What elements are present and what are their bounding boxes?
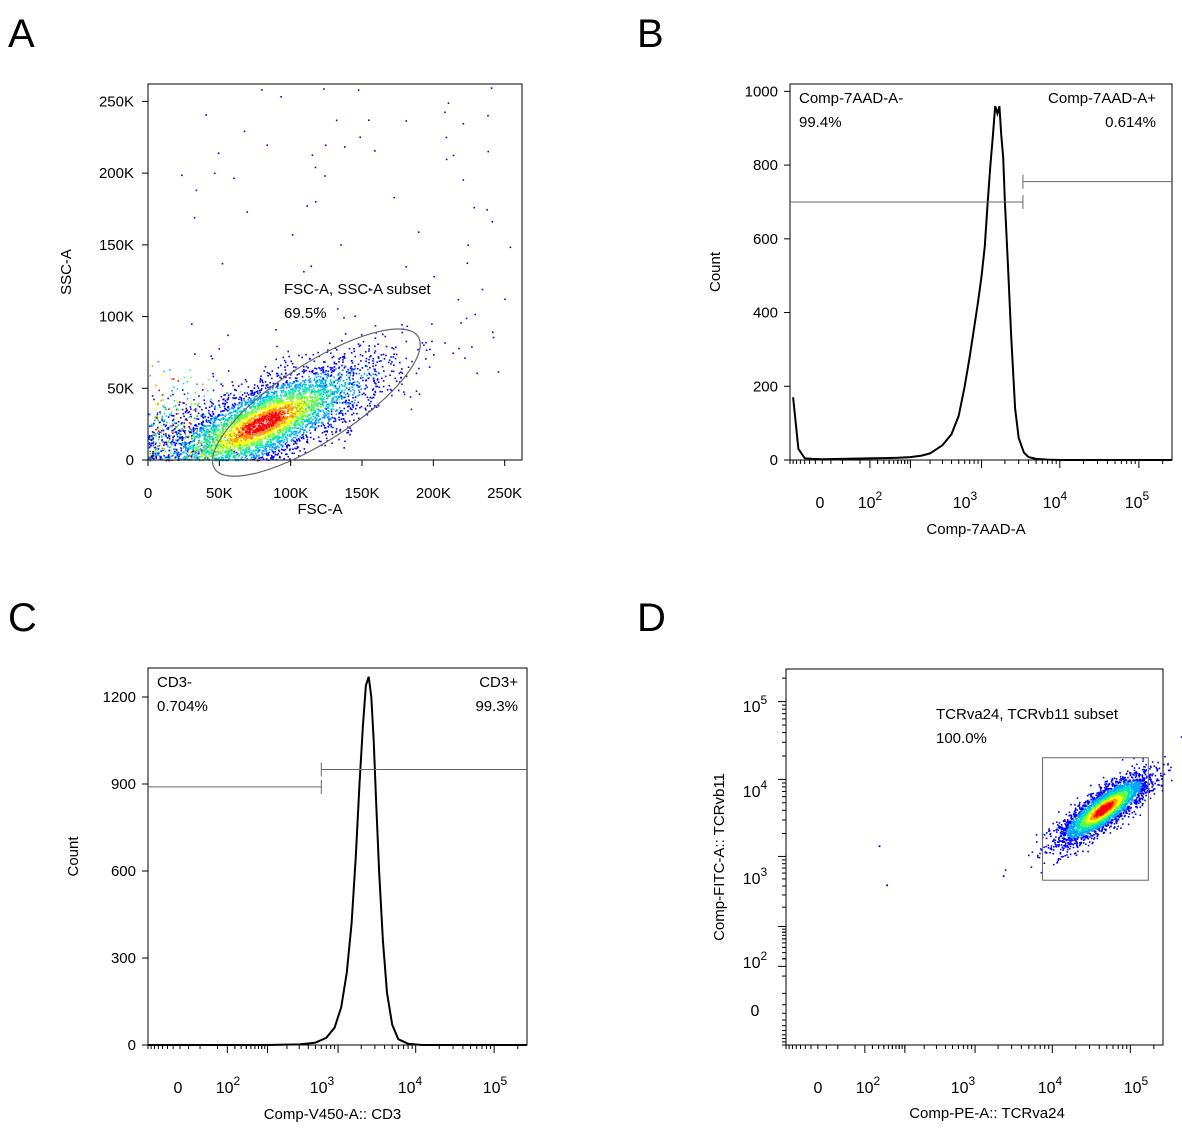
- panel-a-ytick-label: 0: [126, 452, 134, 469]
- panel-a-ytick-label: 100K: [99, 309, 134, 326]
- panel-c-xtick-label: 104: [398, 1074, 423, 1097]
- panel-d-ytick-label: 102: [743, 949, 768, 972]
- panel-c-ytick-label: 900: [111, 776, 136, 793]
- panel-c-ytick-label: 600: [111, 863, 136, 880]
- panel-b-ytick-label: 200: [753, 378, 778, 395]
- panel-b-gate-pos-name: Comp-7AAD-A+: [1048, 90, 1156, 107]
- panel-d-outlier: [886, 884, 888, 887]
- panel-a-ytick-label: 50K: [107, 380, 134, 397]
- panel-c-ylabel: Count: [65, 836, 82, 877]
- panel-c-frame: [147, 667, 528, 1046]
- panel-d-gate-name: TCRva24, TCRvb11 subset: [936, 706, 1119, 723]
- panel-c-xtick-label: 103: [310, 1074, 335, 1097]
- panel-d-outlier: [1002, 875, 1005, 878]
- panel-letter-a: A: [8, 12, 35, 56]
- panel-d-gate-percent: 100.0%: [936, 730, 987, 747]
- panel-d-xtick-label: 103: [951, 1074, 976, 1097]
- panel-a-gate-percent: 69.5%: [284, 305, 327, 322]
- panel-d-xtick-label: 104: [1038, 1074, 1063, 1097]
- panel-d-xtick-label: 102: [856, 1074, 881, 1097]
- panel-c-gate-neg-percent: 0.704%: [157, 698, 208, 715]
- panel-b-gate-neg-name: Comp-7AAD-A-: [799, 90, 903, 107]
- panel-c-plot: CD3- 0.704% CD3+ 99.3% 0 300 600 900 1200 0 102 103…: [65, 667, 528, 1123]
- panel-b-ytick-label: 1000: [745, 83, 778, 100]
- panel-letter-d: D: [637, 596, 666, 640]
- panel-a-xtick-label: 150K: [344, 485, 379, 502]
- panel-b-xlabel: Comp-7AAD-A: [926, 521, 1025, 538]
- panel-a-gate: [211, 328, 421, 477]
- panel-b-xtick-label: 103: [953, 489, 978, 512]
- panel-a-xtick-label: 200K: [416, 485, 451, 502]
- panel-b-xtick-label: 104: [1043, 489, 1068, 512]
- panel-a-frame: [147, 83, 523, 461]
- panel-c-histogram-line: [148, 676, 527, 1046]
- panel-d-minor-ticks: [778, 677, 1155, 1053]
- panel-c-gate-pos-name: CD3+: [479, 674, 518, 691]
- panel-d-frame: [785, 668, 1164, 1046]
- panel-d-ytick-label: 104: [743, 778, 768, 801]
- panel-c-ytick-label: 300: [111, 950, 136, 967]
- panel-b-ytick-label: 600: [753, 231, 778, 248]
- panel-c-ytick-label: 1200: [103, 689, 136, 706]
- panel-d-gate: [1042, 757, 1149, 881]
- panel-c-ytick-label: 0: [128, 1037, 136, 1054]
- panel-b-plot: Comp-7AAD-A- 99.4% Comp-7AAD-A+ 0.614% 0 200 4…: [707, 83, 1173, 538]
- panel-a-ytick-label: 150K: [99, 237, 134, 254]
- panel-c-xlabel: Comp-V450-A:: CD3: [264, 1106, 402, 1123]
- panel-c-xtick-label: 105: [483, 1074, 508, 1097]
- panel-b-minor-ticks: [789, 460, 1164, 468]
- panel-b-gate-pos-percent: 0.614%: [1105, 114, 1156, 131]
- panel-a-xtick-label: 250K: [487, 485, 522, 502]
- panel-a-events: [148, 87, 512, 462]
- panel-d-ytick-label: 103: [743, 865, 768, 888]
- panel-b-ytick-label: 800: [753, 157, 778, 174]
- panel-b-ylabel: Count: [707, 251, 724, 292]
- panel-d-xtick-label: 0: [814, 1080, 823, 1097]
- panel-d-outlier: [878, 845, 881, 848]
- panel-d-ytick-label: 0: [751, 1003, 760, 1020]
- panel-d-ylabel: Comp-FITC-A:: TCRvb11: [711, 773, 728, 941]
- panel-a-xtick-label: 100K: [273, 485, 308, 502]
- panel-b-frame: [789, 83, 1173, 461]
- panel-c-xtick-label: 102: [216, 1074, 241, 1097]
- panel-b-ytick-label: 400: [753, 305, 778, 322]
- panel-c-gate-pos-percent: 99.3%: [475, 698, 518, 715]
- panel-c-minor-ticks: [147, 1045, 519, 1053]
- panel-b-xtick-label: 102: [858, 489, 883, 512]
- panel-d-events: [878, 736, 1182, 887]
- panel-a-plot: FSC-A, SSC-A subset 69.5% 0 50K 100K 150K 200K…: [58, 83, 523, 518]
- panel-a-xtick-label: 50K: [206, 485, 233, 502]
- panel-d-xtick-label: 105: [1124, 1074, 1149, 1097]
- panel-c-gate-neg-name: CD3-: [157, 674, 192, 691]
- panel-letter-b: B: [637, 12, 664, 56]
- panel-d-xlabel: Comp-PE-A:: TCRva24: [909, 1105, 1065, 1122]
- panel-d-plot: TCRva24, TCRvb11 subset 100.0% 0 102 103 104 1…: [711, 668, 1182, 1122]
- panel-b-histogram-line: [792, 105, 1172, 461]
- panel-a-ytick-label: 250K: [99, 93, 134, 110]
- panel-d-ytick-label: 105: [743, 693, 768, 716]
- panel-a-xlabel: FSC-A: [298, 501, 343, 518]
- panel-b-xtick-label: 0: [816, 495, 825, 512]
- panel-a-gate-name: FSC-A, SSC-A subset: [284, 281, 432, 298]
- panel-b-ytick-label: 0: [770, 452, 778, 469]
- panel-c-xtick-label: 0: [174, 1080, 183, 1097]
- panel-b-xtick-label: 105: [1125, 489, 1150, 512]
- panel-letter-c: C: [8, 596, 37, 640]
- panel-a-ylabel: SSC-A: [58, 249, 75, 295]
- panel-a-xtick-label: 0: [144, 485, 152, 502]
- panel-b-gate-neg-percent: 99.4%: [799, 114, 842, 131]
- panel-a-ytick-label: 200K: [99, 165, 134, 182]
